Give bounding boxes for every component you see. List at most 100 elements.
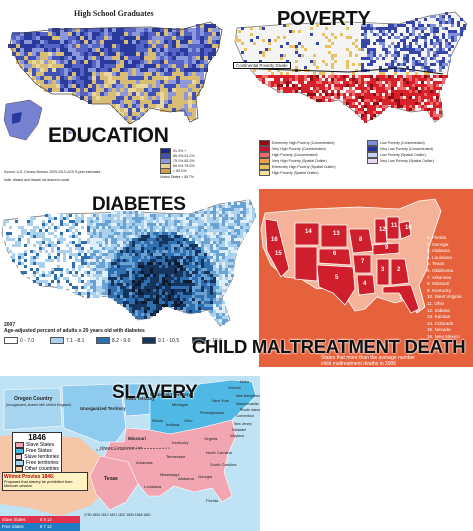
county-cell: [415, 51, 418, 54]
county-cell: [64, 76, 68, 80]
county-cell: [204, 226, 207, 229]
county-cell: [364, 33, 367, 36]
county-cell: [219, 217, 222, 220]
county-cell: [382, 42, 385, 45]
county-cell: [367, 99, 370, 102]
county-cell: [21, 244, 24, 247]
county-cell: [153, 217, 156, 220]
county-cell: [213, 295, 216, 298]
county-cell: [57, 280, 60, 283]
county-cell: [409, 33, 412, 36]
county-cell: [188, 100, 192, 104]
county-cell: [144, 286, 147, 289]
county-cell: [424, 90, 427, 93]
county-cell: [219, 295, 222, 298]
county-cell: [225, 262, 228, 265]
county-cell: [72, 247, 75, 250]
county-cell: [201, 244, 204, 247]
county-cell: [117, 241, 120, 244]
county-cell: [310, 33, 313, 36]
county-cell: [99, 265, 102, 268]
county-cell: [204, 289, 207, 292]
county-cell: [171, 253, 174, 256]
county-cell: [451, 33, 454, 36]
county-cell: [165, 241, 168, 244]
county-cell: [177, 253, 180, 256]
county-cell: [172, 40, 176, 44]
county-cell: [415, 93, 418, 96]
county-cell: [210, 277, 213, 280]
county-cell: [364, 90, 367, 93]
county-cell: [147, 262, 150, 265]
county-cell: [153, 307, 156, 310]
county-cell: [120, 60, 124, 64]
county-cell: [123, 220, 126, 223]
county-cell: [168, 214, 171, 217]
county-cell: [129, 274, 132, 277]
county-cell: [117, 268, 120, 271]
county-cell: [87, 226, 90, 229]
county-cell: [140, 100, 144, 104]
county-cell: [150, 244, 153, 247]
county-cell: [100, 36, 104, 40]
county-cell: [397, 99, 400, 102]
county-cell: [180, 104, 184, 108]
county-cell: [140, 112, 144, 116]
county-cell: [108, 32, 112, 36]
county-cell: [183, 223, 186, 226]
county-cell: [216, 286, 219, 289]
county-cell: [12, 253, 15, 256]
county-cell: [141, 277, 144, 280]
county-cell: [316, 81, 319, 84]
county-cell: [207, 289, 210, 292]
county-cell: [138, 235, 141, 238]
county-cell: [427, 69, 430, 72]
sl-legend-item: Free territories: [26, 460, 59, 466]
county-cell: [92, 28, 96, 32]
county-cell: [219, 214, 222, 217]
county-cell: [394, 99, 397, 102]
county-cell: [88, 96, 92, 100]
county-cell: [195, 220, 198, 223]
county-cell: [250, 33, 253, 36]
county-cell: [117, 286, 120, 289]
county-cell: [325, 81, 328, 84]
county-cell: [168, 36, 172, 40]
county-cell: [156, 72, 160, 76]
county-cell: [93, 223, 96, 226]
county-cell: [126, 220, 129, 223]
county-cell: [84, 295, 87, 298]
county-cell: [123, 211, 126, 214]
county-cell: [164, 56, 168, 60]
county-cell: [141, 310, 144, 313]
county-cell: [52, 48, 56, 52]
county-cell: [385, 51, 388, 54]
county-cell: [48, 235, 51, 238]
county-cell: [388, 24, 391, 27]
county-cell: [243, 229, 246, 232]
county-cell: [388, 78, 391, 81]
county-cell: [216, 280, 219, 283]
county-cell: [159, 268, 162, 271]
county-cell: [132, 220, 135, 223]
county-cell: [36, 52, 40, 56]
county-cell: [196, 32, 200, 36]
county-cell: [111, 250, 114, 253]
county-cell: [337, 96, 340, 99]
county-cell: [36, 64, 40, 68]
county-cell: [427, 99, 430, 102]
county-cell: [277, 87, 280, 90]
county-cell: [421, 90, 424, 93]
county-cell: [222, 217, 225, 220]
county-cell: [90, 250, 93, 253]
county-cell: [48, 226, 51, 229]
county-cell: [192, 310, 195, 313]
county-cell: [144, 214, 147, 217]
county-cell: [436, 30, 439, 33]
county-cell: [76, 80, 80, 84]
county-cell: [56, 60, 60, 64]
county-cell: [391, 42, 394, 45]
county-cell: [162, 241, 165, 244]
diabetes-map: [0, 190, 258, 376]
county-cell: [168, 262, 171, 265]
